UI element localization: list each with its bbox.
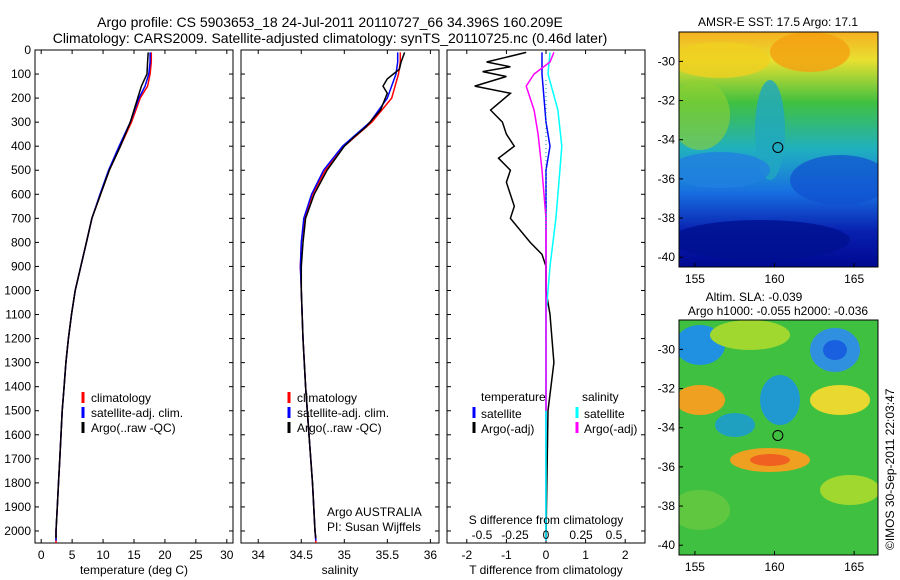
- map-y-tick-label: -32: [658, 94, 676, 108]
- y-tick-label: 0: [24, 43, 31, 57]
- x2-tick-label: 0.5: [606, 528, 623, 542]
- map-x-tick-label: 160: [765, 272, 785, 286]
- x-tick-label: 34.5: [290, 548, 314, 562]
- y-tick-label: 700: [11, 211, 31, 225]
- y-tick-label: 1000: [4, 283, 31, 297]
- figure-title-line1: Argo profile: CS 5903653_18 24-Jul-2011 …: [97, 14, 563, 30]
- x-tick-label: 2: [622, 548, 629, 562]
- series-line-s-argo-adj-: [525, 52, 555, 411]
- legend-title: temperature: [481, 390, 546, 404]
- sst-map-title: AMSR-E SST: 17.5 Argo: 17.1: [698, 15, 858, 29]
- x-tick-label: 30: [220, 548, 234, 562]
- map-x-tick-label: 165: [844, 272, 864, 286]
- map-y-tick-label: -38: [658, 211, 676, 225]
- x2-tick-label: -0.25: [501, 528, 529, 542]
- x2-tick-label: 0: [543, 528, 550, 542]
- x-tick-label: 25: [189, 548, 203, 562]
- legend-label: climatology: [297, 391, 357, 405]
- y-tick-label: 1800: [4, 476, 31, 490]
- legend-title: salinity: [582, 390, 619, 404]
- y-tick-label: 1700: [4, 452, 31, 466]
- map-y-tick-label: -32: [658, 382, 676, 396]
- y-tick-label: 400: [11, 139, 31, 153]
- legend-label: satellite: [481, 407, 522, 421]
- annotation-line: Argo AUSTRALIA: [327, 505, 422, 519]
- map-y-tick-label: -40: [658, 538, 676, 552]
- figure-title-line2: Climatology: CARS2009. Satellite-adjuste…: [52, 30, 608, 46]
- x-tick-label: 0: [543, 548, 550, 562]
- map-y-tick-label: -40: [658, 250, 676, 264]
- x-tick-label: -2: [461, 548, 472, 562]
- legend-label: Argo(-adj): [584, 422, 637, 436]
- x-tick-label: -1: [501, 548, 512, 562]
- y-tick-label: 1300: [4, 356, 31, 370]
- x-tick-label: 20: [158, 548, 172, 562]
- map-y-tick-label: -30: [658, 54, 676, 68]
- sla-map-subtitle: Argo h1000: -0.055 h2000: -0.036: [688, 304, 868, 318]
- x2-tick-label: -0.5: [472, 528, 493, 542]
- legend-label: satellite-adj. clim.: [297, 406, 389, 420]
- y-tick-label: 600: [11, 187, 31, 201]
- x-tick-label: 10: [96, 548, 110, 562]
- legend-label: Argo(..raw -QC): [91, 421, 176, 435]
- legend-label: Argo(..raw -QC): [297, 421, 382, 435]
- y-tick-label: 800: [11, 235, 31, 249]
- sla-map-frame: [678, 319, 879, 556]
- map-y-tick-label: -36: [658, 172, 676, 186]
- map-y-tick-label: -38: [658, 499, 676, 513]
- y-tick-label: 200: [11, 91, 31, 105]
- y-tick-label: 300: [11, 115, 31, 129]
- x-axis-label: temperature (deg C): [80, 563, 188, 577]
- x-tick-label: 0: [38, 548, 45, 562]
- x-tick-label: 5: [69, 548, 76, 562]
- y-tick-label: 1200: [4, 332, 31, 346]
- y-tick-label: 1900: [4, 500, 31, 514]
- sla-map-title: Altim. SLA: -0.039: [706, 290, 803, 304]
- map-y-tick-label: -30: [658, 342, 676, 356]
- x-tick-label: 35: [338, 548, 352, 562]
- argo-position-marker: [772, 141, 784, 153]
- map-y-tick-label: -34: [658, 421, 676, 435]
- y-tick-label: 1600: [4, 428, 31, 442]
- y-tick-label: 2000: [4, 524, 31, 538]
- temperature-panel: [34, 49, 234, 544]
- map-x-tick-label: 155: [685, 560, 705, 574]
- legend-label: Argo(-adj): [481, 422, 534, 436]
- y-tick-label: 1400: [4, 380, 31, 394]
- y-tick-label: 100: [11, 67, 31, 81]
- series-line-argo-raw-qc-: [300, 52, 406, 539]
- map-x-tick-label: 155: [685, 272, 705, 286]
- y-tick-label: 900: [11, 259, 31, 273]
- x-tick-label: 15: [127, 548, 141, 562]
- argo-position-marker: [772, 429, 784, 441]
- y-tick-label: 500: [11, 163, 31, 177]
- map-x-tick-label: 165: [844, 560, 864, 574]
- map-y-tick-label: -36: [658, 460, 676, 474]
- x-tick-label: 35.5: [376, 548, 400, 562]
- x-axis-label: salinity: [322, 563, 359, 577]
- legend-label: satellite-adj. clim.: [91, 406, 183, 420]
- legend-label: satellite: [584, 407, 625, 421]
- y-tick-label: 1100: [5, 308, 31, 322]
- series-line-s-satellite: [545, 52, 563, 541]
- x2-axis-label: S difference from climatology: [469, 513, 624, 527]
- x-tick-label: 36: [424, 548, 438, 562]
- sla-map: [679, 320, 878, 555]
- series-line-argo-raw-qc-: [55, 52, 149, 539]
- x-tick-label: 1: [582, 548, 589, 562]
- legend-label: climatology: [91, 391, 151, 405]
- map-x-tick-label: 160: [765, 560, 785, 574]
- copyright-stamp: ©IMOS 30-Sep-2011 22:03:47: [883, 388, 897, 550]
- map-y-tick-label: -34: [658, 133, 676, 147]
- sst-map: [679, 32, 878, 267]
- y-tick-label: 1500: [4, 404, 31, 418]
- x2-tick-label: 0.25: [569, 528, 593, 542]
- sst-map-frame: [678, 31, 879, 268]
- x-tick-label: 34: [252, 548, 266, 562]
- annotation-line: PI: Susan Wijffels: [327, 520, 421, 534]
- x-axis-label: T difference from climatology: [469, 563, 623, 577]
- salinity-panel: [240, 49, 440, 544]
